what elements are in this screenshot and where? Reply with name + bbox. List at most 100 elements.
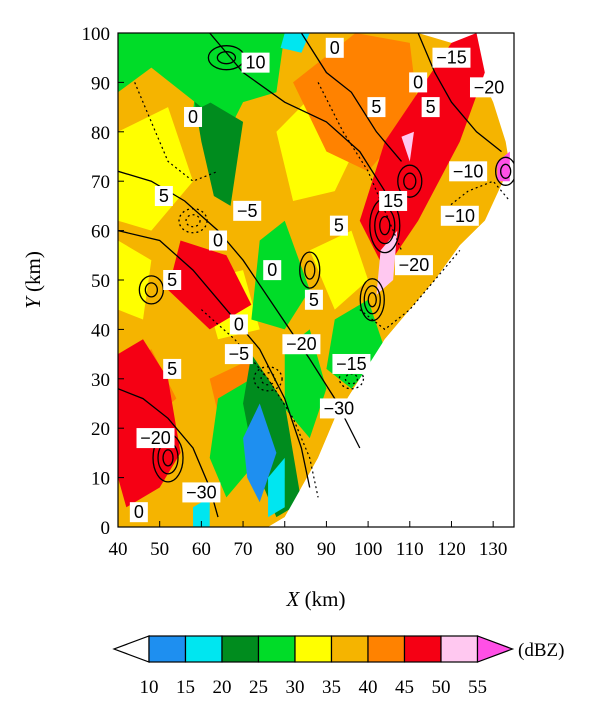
contour-ring-core-3 — [359, 278, 385, 322]
colorbar-swatch — [257, 635, 296, 663]
contour-ring-west-1 — [144, 282, 158, 298]
contour-label-text: −10 — [445, 206, 476, 226]
x-tick-label: 40 — [109, 539, 128, 560]
contour-line-north-1 — [209, 33, 386, 192]
contour-label-text: 0 — [234, 314, 244, 334]
contour-label-text: 10 — [246, 53, 266, 73]
contour-label-box — [332, 353, 371, 374]
contour-label-box — [163, 358, 182, 379]
contour-label: 15 — [379, 190, 408, 211]
colorbar-tick-label: 50 — [432, 677, 451, 698]
contour-label-text: −10 — [453, 161, 484, 181]
y-tick-label: 10 — [91, 469, 110, 490]
contour-label: 5 — [163, 358, 182, 379]
contour-label-text: −30 — [324, 398, 355, 418]
contour-label: −5 — [224, 344, 253, 365]
contour-label: −15 — [332, 353, 371, 374]
x-tick-label: 80 — [275, 539, 294, 560]
contour-label-text: 5 — [159, 186, 169, 206]
contour-line-dash-4 — [359, 250, 461, 331]
contour-label-box — [394, 255, 433, 276]
contour-label-text: −20 — [474, 77, 505, 97]
contour-label-text: −30 — [186, 482, 217, 502]
x-axis-label: X (km) — [286, 587, 346, 611]
contour-label-box — [163, 270, 182, 290]
contour-ring-center-1 — [304, 260, 316, 280]
contour-label-box — [319, 398, 358, 419]
x-axis-label-var: X — [286, 587, 301, 611]
contour-label: 5 — [163, 270, 182, 290]
contour-label-box — [182, 482, 221, 503]
contour-label-box — [325, 37, 344, 58]
contour-label: 5 — [367, 97, 386, 118]
y-axis-label-unit: (km) — [21, 251, 45, 297]
contour-label-text: 0 — [267, 260, 277, 280]
contour-ring-ne-1 — [403, 172, 417, 190]
contour-label: 5 — [329, 215, 348, 236]
contour-label-text: −20 — [140, 428, 171, 448]
contour-label: −20 — [469, 77, 508, 98]
echo-20dbz-fringe-2 — [193, 497, 210, 527]
colorbar-tick-label: 55 — [468, 677, 487, 698]
contour-label-text: 5 — [309, 290, 319, 310]
y-tick-label: 30 — [91, 370, 110, 391]
contour-label: 0 — [129, 502, 148, 523]
contour-label: 5 — [154, 186, 173, 207]
colorbar-swatch — [148, 635, 187, 663]
contour-label-box — [329, 215, 348, 236]
contour-label-text: 0 — [413, 72, 423, 92]
y-axis-label: Y (km) — [21, 251, 45, 309]
echo-50dbz-region-4 — [401, 131, 414, 162]
x-axis: 40 50 60 70 80 90 100 110 120 130 — [109, 521, 507, 560]
colorbar-swatch — [221, 635, 260, 663]
contour-label-text: −5 — [229, 344, 250, 364]
x-tick-label: 90 — [317, 539, 336, 560]
echo-25dbz-region-6 — [243, 354, 302, 518]
contour-label-box — [282, 334, 321, 355]
y-tick-label: 20 — [91, 419, 110, 440]
x-tick-label: 120 — [437, 539, 466, 560]
colorbar-swatch — [184, 635, 223, 663]
contour-ring-core-2 — [363, 285, 381, 315]
contour-ring-dash-west-1 — [185, 214, 201, 228]
contour-label-box — [409, 72, 428, 93]
contour-label-box — [184, 106, 203, 127]
y-tick-label: 70 — [91, 172, 110, 193]
contour-line-ne-1 — [417, 33, 502, 153]
contour-label: 0 — [325, 37, 344, 58]
echo-35dbz-patch-2 — [309, 230, 369, 310]
colorbar-low-arrow — [112, 635, 150, 663]
contour-label-box — [209, 230, 228, 251]
contour-label: 0 — [209, 230, 228, 251]
y-axis-label-var: Y — [21, 295, 45, 309]
contour-ring-top-1 — [216, 51, 237, 65]
contour-label-text: 0 — [188, 107, 198, 127]
colorbar-swatch — [367, 635, 406, 663]
contour-label: −10 — [449, 161, 488, 182]
contour-ring-east-1 — [500, 163, 512, 179]
contour-label-text: 0 — [134, 502, 144, 522]
colorbar-high-arrow — [476, 635, 515, 663]
colorbar-swatch — [330, 635, 369, 663]
contour-labels: 10 0 −15 0 −20 5 5 0 −10 5 15 −10 −5 5 0 −20 5 0 5 0 −20 −5 5 −… — [129, 37, 508, 523]
contour-label: −5 — [233, 200, 262, 221]
contour-label: −20 — [136, 428, 175, 449]
contour-label: −20 — [394, 255, 433, 276]
contour-label-box — [379, 190, 408, 211]
contour-label-box — [233, 200, 262, 221]
contour-label: 5 — [421, 97, 440, 118]
contour-label-box — [304, 289, 323, 310]
contour-label-text: −20 — [399, 255, 430, 275]
y-axis: 0 10 20 30 40 50 60 70 80 90 100 — [82, 24, 124, 539]
contour-label-box — [241, 52, 270, 73]
contour-label: 0 — [184, 106, 203, 127]
colorbar-tick-label: 25 — [249, 677, 268, 698]
colorbar-tick-label: 30 — [286, 677, 305, 698]
contour-line-dash-5 — [442, 180, 511, 212]
contour-label-box — [432, 47, 471, 68]
colorbar: 10 15 20 25 30 35 40 45 50 55 — [112, 635, 515, 698]
echo-45dbz-region-0 — [118, 339, 181, 508]
echo-25dbz-region-5 — [193, 92, 244, 206]
contour-ring-core-1 — [367, 292, 377, 308]
contour-label-text: 15 — [383, 191, 403, 211]
